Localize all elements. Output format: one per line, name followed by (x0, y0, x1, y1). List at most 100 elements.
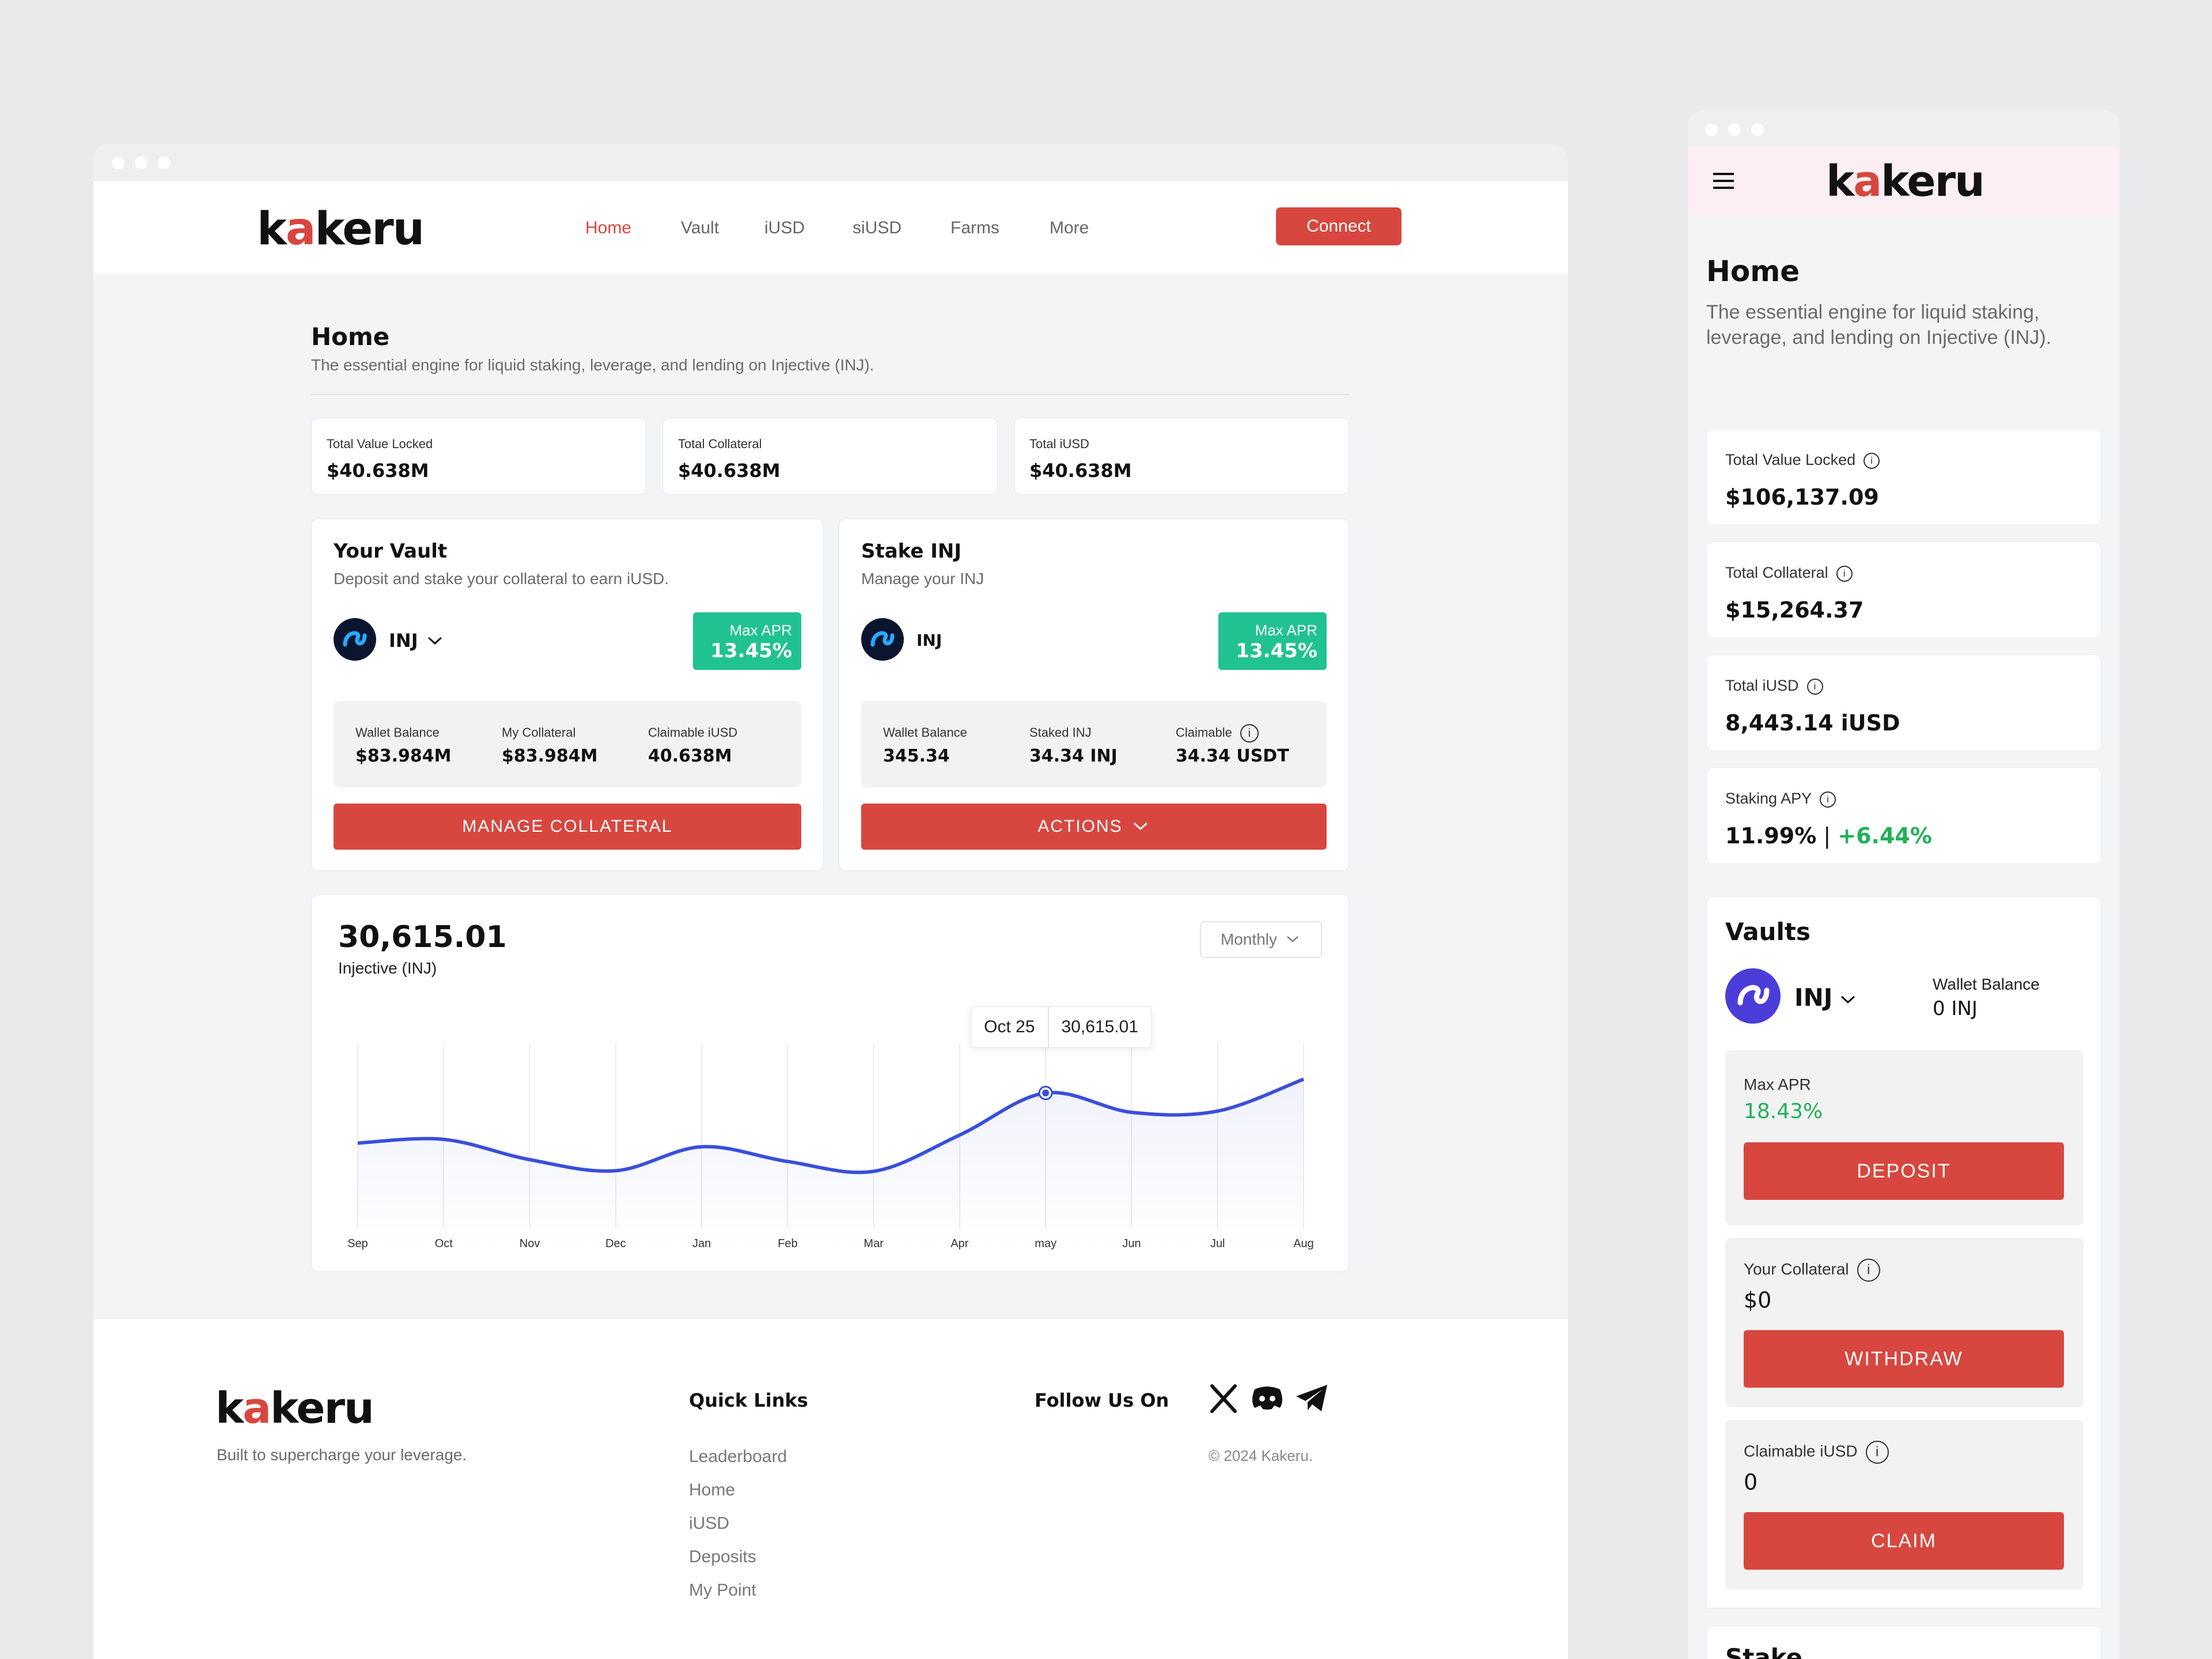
metric-label: Staked INJ (1029, 725, 1092, 740)
x-icon[interactable] (1207, 1382, 1240, 1415)
claim-value: 0 (1744, 1469, 1758, 1495)
nav-farms[interactable]: Farms (950, 218, 999, 237)
connect-button[interactable]: Connect (1276, 207, 1402, 245)
apr-value: 13.45% (710, 639, 792, 662)
apr-label: Max APR (1744, 1075, 1811, 1093)
footer-link-my-point[interactable]: My Point (689, 1581, 756, 1600)
stake-card: Stake INJ Manage your INJ INJ Max APR 13… (839, 518, 1349, 871)
stat-label-text: Total Value Locked (1725, 451, 1856, 468)
info-icon[interactable]: i (1820, 791, 1836, 808)
stat-label: Total iUSD (1029, 437, 1089, 451)
x-tick-label: Jul (1210, 1237, 1225, 1250)
token-name: INJ (1794, 983, 1833, 1012)
tooltip-divider (1047, 1006, 1049, 1048)
max-apr-badge: Max APR 13.45% (693, 612, 801, 670)
divider (311, 394, 1349, 395)
x-tick-label: Jun (1122, 1237, 1141, 1250)
claim-label: Claimable iUSD i (1744, 1441, 1889, 1464)
wallet-value: 0 INJ (1933, 997, 1978, 1020)
stat-value: $15,264.37 (1725, 597, 1864, 623)
max-apr-badge: Max APR 13.45% (1218, 612, 1327, 670)
stat-label: Total Value Locked i (1725, 451, 1880, 469)
stat-card-iusd: Total iUSD $40.638M (1014, 418, 1349, 495)
logo-part: a (1853, 157, 1882, 206)
info-icon[interactable]: i (1863, 452, 1880, 469)
follow-title: Follow Us On (1035, 1389, 1169, 1411)
logo-part: k (257, 203, 287, 255)
metric-value: $83.984M (502, 746, 598, 766)
info-icon[interactable]: i (1806, 678, 1823, 695)
footer-link-iusd[interactable]: iUSD (689, 1514, 730, 1533)
chevron-down-icon (1841, 995, 1855, 1004)
logo-part: a (243, 1384, 271, 1433)
nav-more[interactable]: More (1050, 218, 1089, 237)
inj-token-icon (334, 618, 376, 661)
stake-metrics: Wallet Balance 345.34 Staked INJ 34.34 I… (861, 701, 1327, 787)
menu-icon[interactable] (1712, 172, 1735, 190)
actions-button[interactable]: ACTIONS (861, 804, 1327, 850)
x-tick-label: Apr (950, 1237, 968, 1250)
info-icon[interactable]: i (1240, 724, 1259, 743)
vault-card: Your Vault Deposit and stake your collat… (311, 518, 824, 871)
collateral-label: Your Collateral i (1744, 1259, 1880, 1282)
nav-iusd[interactable]: iUSD (764, 218, 805, 237)
stat-label-text: Staking APY (1725, 790, 1812, 807)
chart-label: Injective (INJ) (338, 959, 437, 977)
telegram-icon[interactable] (1295, 1384, 1328, 1412)
logo-part: keru (1881, 157, 1985, 206)
apr-value: 18.43% (1744, 1100, 1823, 1123)
stat-label: Total Collateral i (1725, 564, 1853, 582)
claim-button[interactable]: CLAIM (1744, 1512, 2064, 1570)
mobile-page-title: Home (1706, 255, 1800, 288)
logo-part: keru (270, 1384, 374, 1433)
apr-value: 13.45% (1236, 639, 1317, 662)
nav-vault[interactable]: Vault (681, 218, 719, 237)
claim-label-text: Claimable iUSD (1744, 1442, 1858, 1460)
mobile-vaults-card: Vaults INJ Wallet Balance 0 INJ Max APR … (1706, 896, 2101, 1608)
series-line (357, 1077, 1305, 1175)
window-dot (1705, 123, 1718, 136)
info-icon[interactable]: i (1865, 1441, 1889, 1464)
apy-value: 11.99% (1725, 823, 1817, 849)
mobile-window: kakeru Home The essential engine for liq… (1688, 111, 2120, 1659)
withdraw-button[interactable]: WITHDRAW (1744, 1330, 2064, 1388)
line-chart: Sep Oct Nov Dec Jan Feb Mar Apr may Jun Jul Aug (347, 1043, 1314, 1250)
stat-card-tvl: Total Value Locked $40.638M (311, 418, 646, 495)
stat-value: $40.638M (1029, 460, 1132, 482)
chevron-down-icon (427, 637, 442, 645)
info-icon[interactable]: i (1836, 565, 1853, 582)
mobile-stake-card: Stake (1706, 1626, 2101, 1659)
footer: kakeru Built to supercharge your leverag… (93, 1319, 1568, 1659)
footer-link-deposits[interactable]: Deposits (689, 1547, 756, 1566)
period-select[interactable]: Monthly (1200, 921, 1322, 958)
quick-links-title: Quick Links (689, 1389, 808, 1411)
footer-logo[interactable]: kakeru (215, 1384, 374, 1433)
stat-value: $40.638M (678, 460, 781, 482)
token-selector[interactable]: INJ (389, 630, 445, 652)
stat-label: Total Collateral (678, 437, 762, 451)
apy-change: +6.44% (1838, 823, 1932, 849)
info-icon[interactable]: i (1857, 1259, 1880, 1282)
nav-home[interactable]: Home (585, 218, 632, 237)
token-selector[interactable]: INJ (1794, 983, 1858, 1012)
x-tick-label: Oct (435, 1237, 453, 1250)
logo[interactable]: kakeru (257, 203, 425, 255)
discord-icon[interactable] (1250, 1384, 1285, 1412)
stat-label-text: Total Collateral (1725, 564, 1828, 581)
stake-title: Stake (1725, 1643, 1802, 1659)
window-dot (1728, 123, 1741, 136)
deposit-button[interactable]: DEPOSIT (1744, 1142, 2064, 1200)
manage-collateral-button[interactable]: MANAGE COLLATERAL (334, 804, 801, 850)
chart-tooltip: Oct 25 30,615.01 (971, 1006, 1152, 1048)
stat-label-text: Total iUSD (1725, 677, 1799, 694)
footer-link-leaderboard[interactable]: Leaderboard (689, 1447, 787, 1466)
metric-value: 34.34 USDT (1176, 746, 1289, 766)
window-dot (158, 157, 171, 169)
nav-siusd[interactable]: siUSD (853, 218, 902, 237)
mobile-logo[interactable]: kakeru (1826, 157, 1985, 206)
footer-link-home[interactable]: Home (689, 1480, 736, 1499)
x-tick-label: Aug (1293, 1237, 1314, 1250)
copyright: © 2024 Kakeru. (1209, 1447, 1313, 1464)
metric-value: 40.638M (648, 746, 732, 766)
x-tick-label: may (1035, 1237, 1056, 1250)
